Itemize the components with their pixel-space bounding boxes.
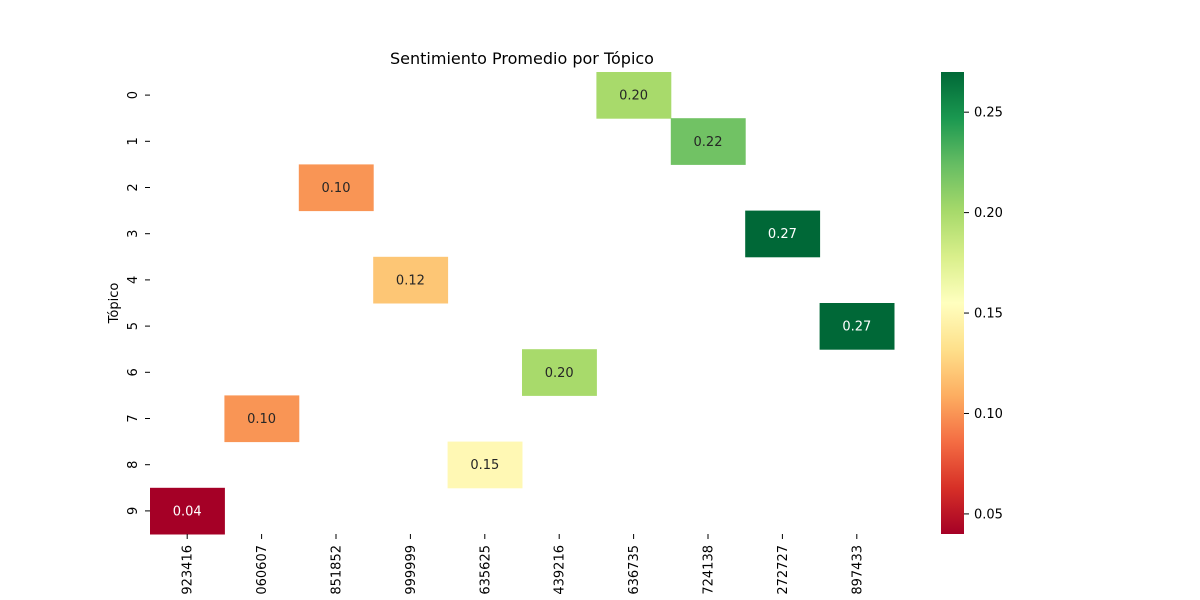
colorbar-tick-label: 0.20	[974, 206, 1003, 221]
cell-value-label: 0.27	[768, 227, 797, 242]
cell-value-label: 0.20	[545, 366, 574, 381]
x-tick-label: 724138	[702, 545, 717, 595]
y-tick-label: 0	[126, 91, 141, 99]
heatmap-cell	[373, 256, 449, 304]
cell-value-label: 0.27	[842, 320, 871, 335]
y-tick-label: 1	[126, 137, 141, 145]
heatmap-cell	[447, 441, 523, 489]
y-tick-label: 6	[126, 368, 141, 376]
cell-value-label: 0.10	[322, 181, 351, 196]
x-tick-label: 923416	[181, 545, 196, 595]
x-tick-label: 999999	[404, 545, 419, 595]
x-tick-label: 897433	[850, 545, 865, 595]
colorbar-tick-label: 0.15	[974, 307, 1003, 322]
heatmap-cell	[745, 210, 821, 258]
heatmap-cell	[150, 487, 225, 535]
y-tick-label: 9	[126, 507, 141, 515]
chart-title: Sentimiento Promedio por Tópico	[390, 49, 654, 68]
cell-value-label: 0.15	[470, 458, 499, 473]
heatmap-cell	[522, 349, 597, 396]
heatmap-cell	[224, 395, 300, 443]
x-tick-label: 636735	[627, 545, 642, 595]
y-tick-label: 4	[126, 276, 141, 284]
heatmap-cell	[670, 118, 746, 165]
heatmap-cells: 0.20 0.22 0.10 0.27 0.12 0.27 0.20 0.10 0.15 0.04	[150, 72, 895, 535]
colorbar	[941, 72, 964, 534]
cell-value-label: 0.10	[247, 412, 276, 427]
cell-value-label: 0.20	[619, 89, 648, 104]
x-tick-label: 272727	[776, 545, 791, 595]
x-tick-label: 635625	[478, 545, 493, 595]
heatmap-cell	[298, 164, 374, 212]
heatmap-cell	[596, 72, 672, 119]
y-tick-label: 3	[126, 230, 141, 238]
heatmap-cell	[819, 303, 895, 350]
x-axis-ticks: 923416 060607 851852 999999 635625 439216 6367…	[181, 534, 865, 595]
y-tick-label: 5	[126, 322, 141, 330]
y-axis-ticks: 0 1 2 3 4 5 6 7 8 9	[126, 91, 150, 515]
cell-value-label: 0.22	[694, 135, 723, 150]
colorbar-tick-label: 0.10	[974, 407, 1003, 422]
colorbar-tick-label: 0.05	[974, 507, 1003, 522]
y-tick-label: 7	[126, 414, 141, 422]
colorbar-ticks: 0.05 0.10 0.15 0.20 0.25	[964, 106, 1003, 522]
y-axis-label: Tópico	[107, 283, 122, 325]
colorbar-tick-label: 0.25	[974, 106, 1003, 121]
x-tick-label: 851852	[330, 545, 345, 595]
cell-value-label: 0.04	[173, 504, 202, 519]
y-tick-label: 8	[126, 461, 141, 469]
x-tick-label: 439216	[553, 545, 568, 595]
y-tick-label: 2	[126, 183, 141, 191]
x-tick-label: 060607	[255, 545, 270, 595]
cell-value-label: 0.12	[396, 273, 425, 288]
